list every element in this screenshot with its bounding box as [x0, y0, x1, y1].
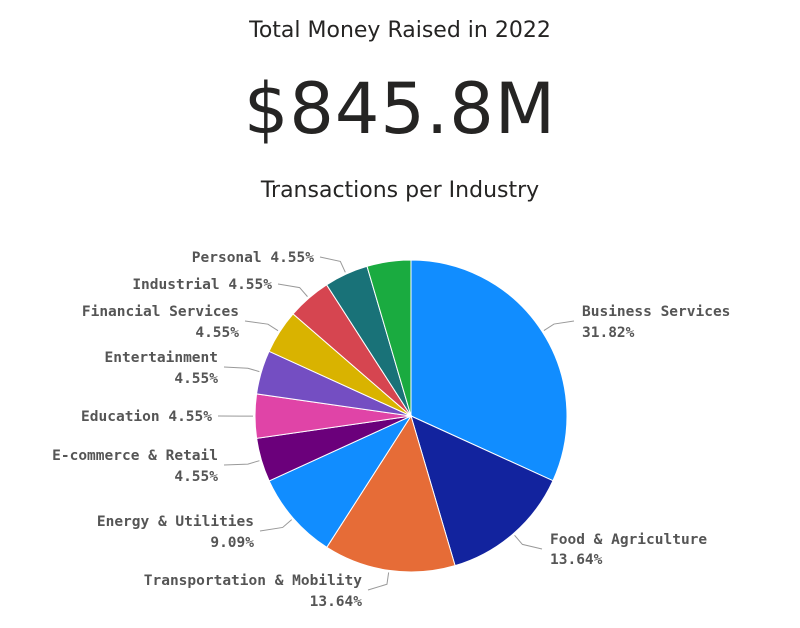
leader-line	[244, 320, 279, 332]
pie-slice-business-services[interactable]	[410, 259, 568, 482]
card-title: Total Money Raised in 2022	[249, 18, 551, 43]
slice-percent-label: 9.09%	[210, 535, 254, 551]
leader-line	[223, 460, 260, 466]
slice-label: Financial Services	[82, 304, 239, 320]
slice-percent-label: 4.55%	[195, 325, 239, 341]
slice-percent-label: 13.64%	[310, 594, 363, 610]
leader-line	[367, 572, 390, 591]
leader-line	[277, 283, 308, 297]
chart-title: Transactions per Industry	[260, 178, 540, 203]
pie-slice-food-agriculture[interactable]	[410, 415, 554, 567]
slice-label: E-commerce & Retail	[52, 448, 218, 464]
slice-label: Industrial 4.55%	[132, 277, 272, 293]
pie-slice-unlabeled[interactable]	[366, 259, 412, 417]
slice-label: Education 4.55%	[81, 409, 212, 425]
slice-percent-label: 13.64%	[550, 552, 603, 568]
leader-line	[543, 320, 575, 331]
leader-line	[259, 519, 293, 532]
slice-label: Entertainment	[105, 350, 219, 366]
card-value: $845.8M	[243, 68, 557, 150]
leader-line	[223, 366, 260, 373]
slice-label: Food & Agriculture	[550, 532, 707, 548]
slice-percent-label: 4.55%	[174, 469, 218, 485]
slice-label: Transportation & Mobility	[144, 573, 363, 589]
leader-line	[319, 256, 346, 273]
slice-percent-label: 31.82%	[582, 325, 635, 341]
pie-slice-energy-utilities[interactable]	[268, 414, 413, 549]
slice-label: Business Services	[582, 304, 730, 320]
slice-percent-label: 4.55%	[174, 371, 218, 387]
slice-label: Personal 4.55%	[192, 250, 314, 266]
pie-slice-transportation-mobility[interactable]	[326, 414, 456, 573]
slice-label: Energy & Utilities	[97, 514, 254, 530]
leader-line	[514, 535, 543, 550]
